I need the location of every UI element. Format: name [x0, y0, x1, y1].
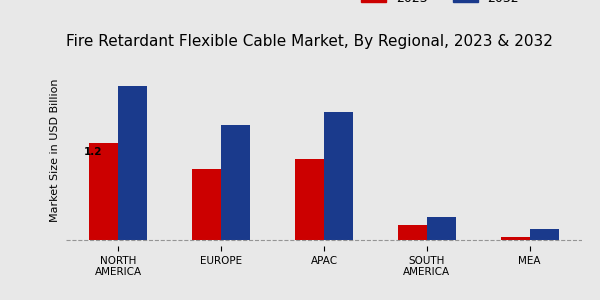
Bar	[89, 143, 118, 239]
Bar	[118, 86, 147, 239]
Bar	[427, 217, 455, 239]
Text: Fire Retardant Flexible Cable Market, By Regional, 2023 & 2032: Fire Retardant Flexible Cable Market, By…	[66, 34, 553, 49]
Y-axis label: Market Size in USD Billion: Market Size in USD Billion	[50, 78, 61, 222]
Bar	[530, 229, 559, 239]
Bar	[295, 159, 324, 239]
Text: 1.2: 1.2	[85, 147, 103, 157]
Bar	[193, 169, 221, 239]
Legend: 2023, 2032: 2023, 2032	[356, 0, 524, 10]
Bar	[221, 125, 250, 239]
Bar	[324, 112, 353, 239]
Bar	[398, 225, 427, 239]
Bar	[501, 237, 530, 239]
